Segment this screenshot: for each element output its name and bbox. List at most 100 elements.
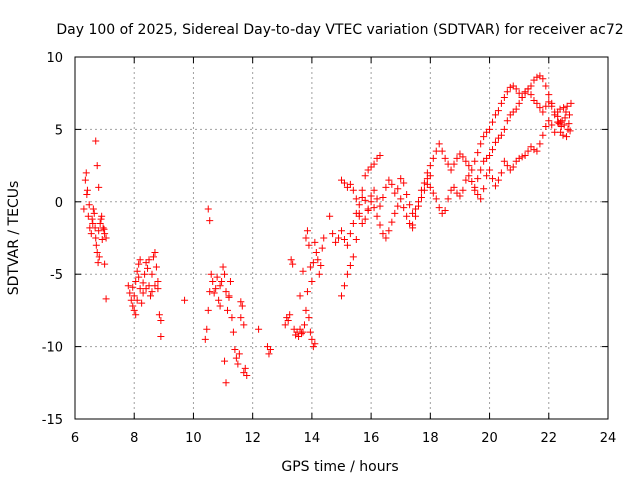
data-point xyxy=(281,321,289,329)
data-point xyxy=(515,89,523,97)
data-point xyxy=(480,185,488,193)
data-point xyxy=(527,82,535,90)
data-point xyxy=(216,282,224,290)
x-tick-label: 24 xyxy=(600,431,617,446)
data-point xyxy=(136,285,144,293)
data-point xyxy=(98,235,106,243)
data-point xyxy=(567,99,575,107)
data-point xyxy=(225,293,233,301)
data-point xyxy=(530,76,538,84)
data-point xyxy=(89,220,97,228)
x-tick-label: 14 xyxy=(304,431,321,446)
data-point xyxy=(548,102,556,110)
data-point xyxy=(515,154,523,162)
data-point xyxy=(385,176,393,184)
data-point xyxy=(346,262,354,270)
data-point xyxy=(566,111,574,119)
data-point xyxy=(343,183,351,191)
data-point xyxy=(290,325,298,333)
data-point xyxy=(135,273,143,281)
data-point xyxy=(215,296,223,304)
data-point xyxy=(238,302,246,310)
data-point xyxy=(181,296,189,304)
data-point xyxy=(563,133,571,141)
data-point xyxy=(145,282,153,290)
x-tick-label: 10 xyxy=(185,431,202,446)
data-point xyxy=(376,202,384,210)
data-point xyxy=(85,201,93,209)
data-point xyxy=(155,311,163,319)
data-point xyxy=(527,91,535,99)
data-point xyxy=(444,195,452,203)
data-point xyxy=(542,82,550,90)
data-point xyxy=(226,277,234,285)
data-point xyxy=(512,85,520,93)
data-point xyxy=(539,131,547,139)
x-tick-label: 8 xyxy=(130,431,138,446)
data-point xyxy=(147,292,155,300)
data-point xyxy=(423,180,431,188)
data-point xyxy=(566,127,574,135)
data-point xyxy=(426,162,434,170)
data-point xyxy=(438,209,446,217)
data-point xyxy=(284,317,292,325)
data-point xyxy=(237,298,245,306)
y-tick-label: -15 xyxy=(42,413,63,428)
data-point xyxy=(151,282,159,290)
data-point xyxy=(483,172,491,180)
x-tick-label: 20 xyxy=(481,431,498,446)
data-point xyxy=(536,140,544,148)
data-point xyxy=(358,193,366,201)
data-point xyxy=(303,288,311,296)
data-point xyxy=(124,282,132,290)
data-point xyxy=(218,277,226,285)
data-point xyxy=(265,350,273,358)
data-point xyxy=(93,162,101,170)
data-point xyxy=(444,160,452,168)
data-point xyxy=(557,123,565,131)
data-point xyxy=(530,96,538,104)
plot-frame xyxy=(74,56,609,420)
data-point xyxy=(417,193,425,201)
data-point xyxy=(102,295,110,303)
data-point xyxy=(373,154,381,162)
data-point xyxy=(222,288,230,296)
data-point xyxy=(474,191,482,199)
data-point xyxy=(483,154,491,162)
data-point xyxy=(364,206,372,214)
data-point xyxy=(518,153,526,161)
data-point xyxy=(471,186,479,194)
data-point xyxy=(477,140,485,148)
data-point xyxy=(462,176,470,184)
data-point xyxy=(148,270,156,278)
data-point xyxy=(364,166,372,174)
data-point xyxy=(524,147,532,155)
data-point xyxy=(132,311,140,319)
data-point xyxy=(497,131,505,139)
data-point xyxy=(471,157,479,165)
data-point xyxy=(232,354,240,362)
data-point xyxy=(343,241,351,249)
data-point xyxy=(138,299,146,307)
data-point xyxy=(127,296,135,304)
data-point xyxy=(521,151,529,159)
data-point xyxy=(96,220,104,228)
data-point xyxy=(403,191,411,199)
data-point xyxy=(139,289,147,297)
data-point xyxy=(558,117,566,125)
data-point xyxy=(95,183,103,191)
data-point xyxy=(296,325,304,333)
data-point xyxy=(429,154,437,162)
data-point xyxy=(80,205,88,213)
x-tick-label: 18 xyxy=(422,431,439,446)
data-point xyxy=(376,151,384,159)
data-point xyxy=(400,204,408,212)
data-point xyxy=(102,234,110,242)
data-point xyxy=(503,162,511,170)
data-point xyxy=(453,154,461,162)
data-point xyxy=(283,314,291,322)
data-point xyxy=(317,262,325,270)
data-point xyxy=(459,186,467,194)
data-point xyxy=(228,314,236,322)
data-point xyxy=(545,117,553,125)
